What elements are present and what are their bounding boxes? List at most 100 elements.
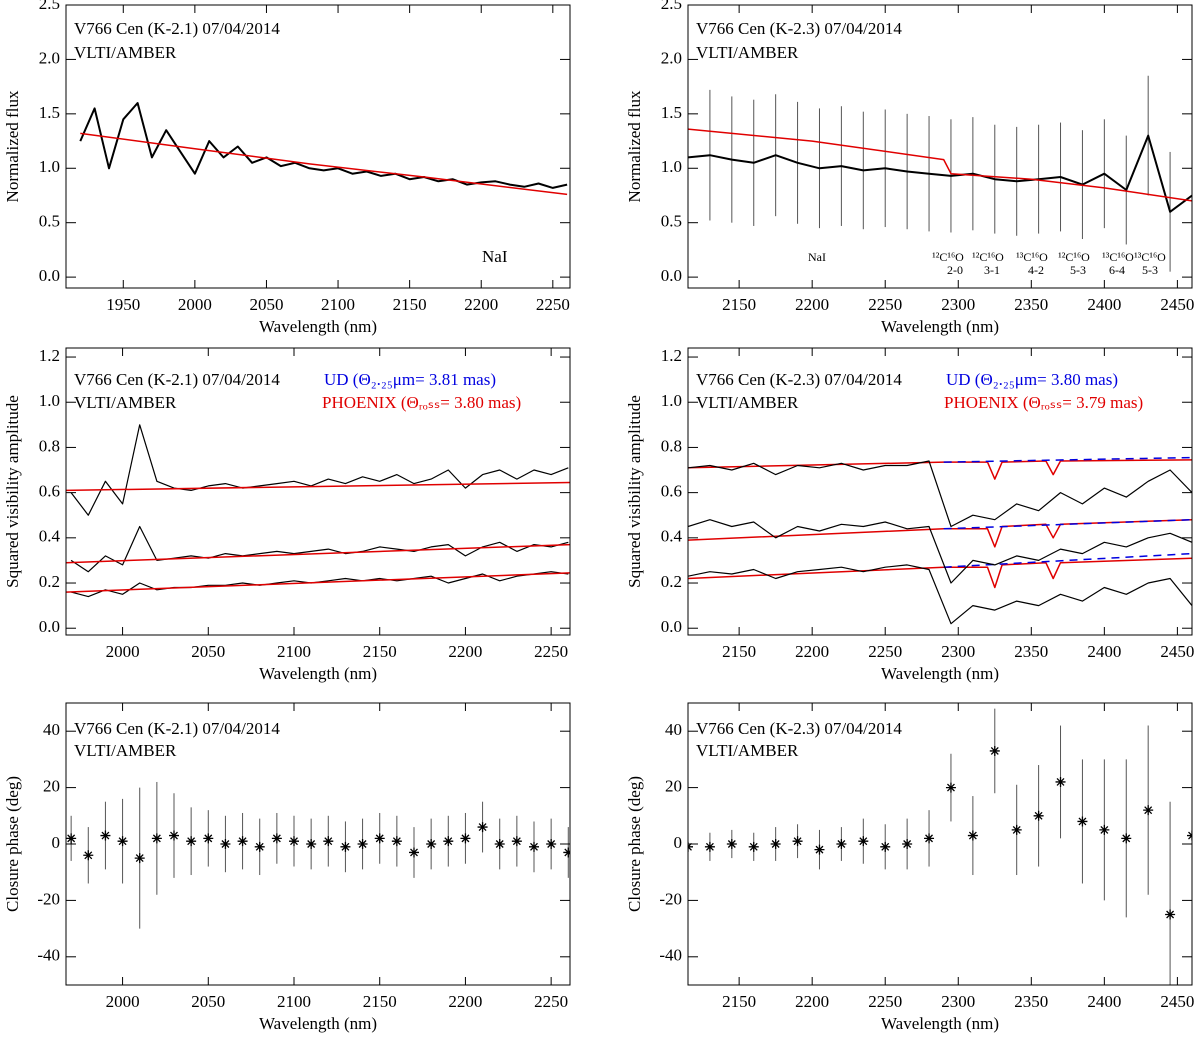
series-line	[66, 543, 570, 564]
annotation: V766 Cen (K-2.3) 07/04/2014	[696, 719, 902, 738]
series-line	[943, 552, 1192, 568]
star-marker	[1143, 805, 1154, 816]
x-tick-label: 2150	[363, 642, 397, 661]
x-tick-label: 2000	[178, 295, 212, 314]
x-tick-label: 2450	[1160, 992, 1194, 1011]
star-marker	[494, 839, 505, 849]
x-tick-label: 2450	[1160, 642, 1194, 661]
x-tick-label: 2000	[106, 992, 140, 1011]
annotation: NaI	[482, 247, 508, 266]
x-tick-label: 2250	[868, 295, 902, 314]
star-marker	[323, 836, 334, 847]
plot-frame	[687, 347, 1193, 636]
star-marker	[563, 847, 570, 858]
annotation: VLTI/AMBER	[696, 741, 799, 760]
y-tick-label: 40	[43, 720, 60, 739]
x-tick-label: 2250	[536, 295, 570, 314]
y-tick-label: 0.5	[39, 212, 60, 231]
x-axis-label: Wavelength (nm)	[259, 664, 377, 683]
y-tick-label: 1.0	[39, 157, 60, 176]
y-tick-label: 1.5	[39, 103, 60, 122]
y-tick-label: 2.0	[661, 48, 682, 67]
annotation: UD (Θ₂.₂₅μm= 3.81 mas)	[324, 370, 496, 389]
y-tick-label: 1.0	[661, 157, 682, 176]
series-line	[688, 128, 1192, 202]
x-axis-label: Wavelength (nm)	[881, 1014, 999, 1033]
annotation: 4-2	[1028, 263, 1044, 277]
annotation: VLTI/AMBER	[74, 741, 177, 760]
y-tick-label: 1.5	[661, 103, 682, 122]
star-marker	[1011, 824, 1022, 835]
x-tick-label: 2200	[448, 992, 482, 1011]
series-line	[70, 525, 569, 573]
annotation: ¹²C¹⁶O	[932, 250, 964, 264]
star-marker	[546, 839, 557, 849]
star-marker	[83, 850, 94, 861]
x-tick-label: 2250	[534, 642, 568, 661]
annotation: 3-1	[984, 263, 1000, 277]
star-marker	[529, 841, 539, 852]
star-marker	[460, 833, 471, 844]
y-tick-label: 0.4	[661, 527, 683, 546]
y-tick-label: -40	[659, 946, 682, 965]
star-marker	[792, 836, 803, 847]
y-axis-label: Closure phase (deg)	[3, 776, 22, 912]
y-tick-label: 0.6	[39, 482, 60, 501]
y-tick-label: 0.5	[661, 212, 682, 231]
star-marker	[271, 833, 282, 844]
plot-frame	[65, 702, 571, 986]
series-line	[80, 132, 568, 196]
star-marker	[726, 839, 737, 849]
y-tick-label: 1.2	[661, 346, 682, 365]
annotation: 6-4	[1109, 263, 1125, 277]
series-line	[66, 572, 570, 593]
x-tick-label: 2100	[277, 642, 311, 661]
annotation: V766 Cen (K-2.1) 07/04/2014	[74, 19, 280, 38]
annotation: PHOENIX (Θᵣₒₛₛ= 3.80 mas)	[322, 393, 521, 412]
plot-area	[79, 102, 568, 196]
annotation: PHOENIX (Θᵣₒₛₛ= 3.79 mas)	[944, 393, 1143, 412]
x-tick-label: 2400	[1087, 642, 1121, 661]
annotation: 5-3	[1070, 263, 1086, 277]
star-marker	[374, 833, 385, 844]
y-tick-label: 0	[674, 833, 683, 852]
star-marker	[1033, 810, 1044, 821]
annotation: VLTI/AMBER	[696, 43, 799, 62]
star-marker	[1121, 833, 1132, 844]
x-tick-label: 2250	[534, 992, 568, 1011]
x-axis-label: Wavelength (nm)	[881, 317, 999, 336]
annotation: V766 Cen (K-2.1) 07/04/2014	[74, 719, 280, 738]
star-marker	[340, 841, 351, 852]
plot-area	[66, 424, 570, 598]
series-line	[688, 459, 1192, 480]
x-axis-label: Wavelength (nm)	[881, 664, 999, 683]
star-marker	[511, 836, 522, 847]
x-tick-label: 2400	[1087, 992, 1121, 1011]
star-marker	[836, 839, 847, 849]
plot-area	[688, 75, 1192, 272]
star-marker	[1077, 816, 1088, 827]
y-tick-label: 0.2	[661, 572, 682, 591]
x-tick-label: 2350	[1014, 992, 1048, 1011]
series-line	[688, 557, 1192, 589]
y-tick-label: 0.2	[39, 572, 60, 591]
star-marker	[151, 833, 162, 844]
plot-frame	[65, 347, 571, 636]
annotation: ¹³C¹⁶O	[1102, 250, 1134, 264]
x-tick-label: 2150	[363, 992, 397, 1011]
star-marker	[1099, 824, 1110, 835]
y-tick-label: -20	[659, 889, 682, 908]
x-tick-label: 2200	[464, 295, 498, 314]
y-tick-label: 0	[52, 833, 61, 852]
x-tick-label: 2050	[191, 992, 225, 1011]
star-marker	[306, 839, 317, 849]
annotation: ¹³C¹⁶O	[1016, 250, 1048, 264]
x-tick-label: 2150	[722, 295, 756, 314]
plot-frame	[687, 4, 1193, 289]
plot-area	[688, 708, 1192, 985]
y-tick-label: 0.8	[661, 436, 682, 455]
y-tick-label: 0.0	[39, 266, 60, 285]
x-tick-label: 2000	[106, 642, 140, 661]
series-line	[79, 102, 568, 189]
